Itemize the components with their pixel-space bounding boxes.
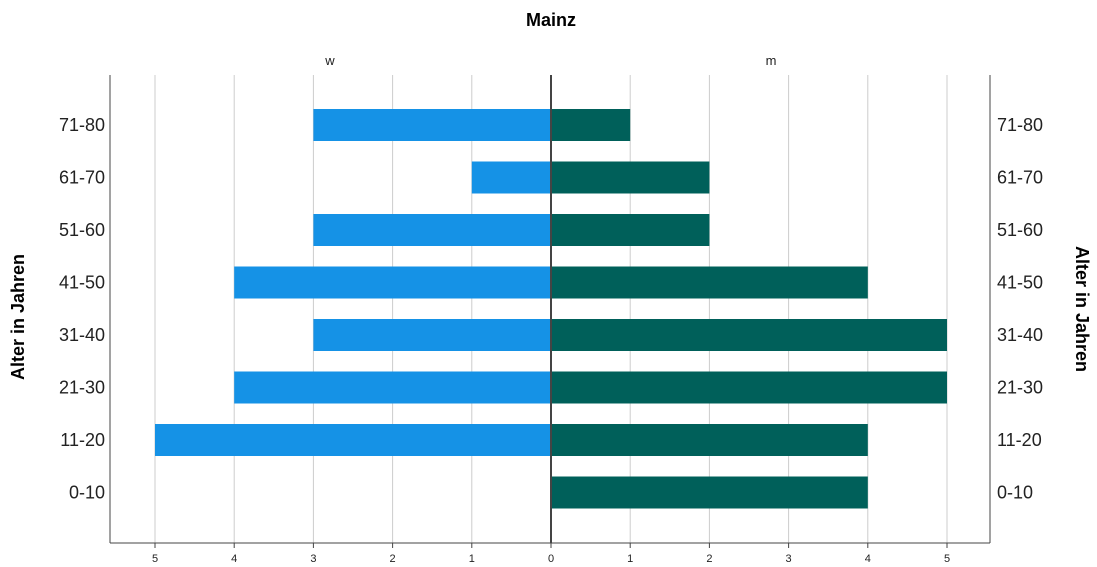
gridlines bbox=[154, 75, 948, 543]
x-tick-label: 2 bbox=[390, 553, 396, 565]
bar-w-71-80 bbox=[313, 109, 551, 141]
category-label-left: 61-70 bbox=[59, 168, 105, 188]
bar-w-31-40 bbox=[313, 319, 551, 351]
bar-w-11-20 bbox=[155, 424, 551, 456]
x-tick-label: 1 bbox=[469, 553, 475, 565]
bar-w-61-70 bbox=[471, 161, 551, 194]
x-tick-label: 4 bbox=[231, 553, 237, 565]
chart-title: Mainz bbox=[526, 10, 576, 30]
category-label-left: 0-10 bbox=[69, 483, 105, 503]
x-tick-label: 5 bbox=[152, 553, 158, 565]
category-label-left: 31-40 bbox=[59, 325, 105, 345]
panel-label-left: w bbox=[324, 53, 335, 68]
x-tick-label: 3 bbox=[786, 553, 792, 565]
category-label-right: 61-70 bbox=[997, 168, 1043, 188]
x-tick-label: 4 bbox=[865, 553, 871, 565]
category-label-right: 21-30 bbox=[997, 378, 1043, 398]
category-label-left: 41-50 bbox=[59, 273, 105, 293]
bar-m-11-20 bbox=[551, 424, 868, 456]
category-label-right: 0-10 bbox=[997, 483, 1033, 503]
bar-w-21-30 bbox=[234, 371, 551, 404]
bar-m-31-40 bbox=[551, 319, 947, 351]
category-label-left: 71-80 bbox=[59, 115, 105, 135]
frame bbox=[109, 75, 991, 548]
y-axis-title-right: Alter in Jahren bbox=[1072, 246, 1092, 372]
x-tick-label: 3 bbox=[310, 553, 316, 565]
panel-label-right: m bbox=[766, 53, 777, 68]
bar-m-41-50 bbox=[551, 266, 868, 299]
bar-m-51-60 bbox=[551, 214, 710, 246]
category-label-left: 21-30 bbox=[59, 378, 105, 398]
bar-m-21-30 bbox=[551, 371, 947, 404]
bar-m-61-70 bbox=[551, 161, 710, 194]
bar-m-0-10 bbox=[551, 476, 868, 509]
category-label-right: 11-20 bbox=[997, 430, 1042, 450]
x-tick-label: 0 bbox=[548, 553, 554, 565]
category-label-right: 41-50 bbox=[997, 273, 1043, 293]
category-label-left: 51-60 bbox=[59, 220, 105, 240]
bar-w-41-50 bbox=[234, 266, 551, 299]
category-label-left: 11-20 bbox=[60, 430, 105, 450]
category-label-right: 31-40 bbox=[997, 325, 1043, 345]
y-axis-title-left: Alter in Jahren bbox=[8, 254, 28, 380]
x-tick-label: 5 bbox=[944, 553, 950, 565]
category-label-right: 51-60 bbox=[997, 220, 1043, 240]
bar-w-51-60 bbox=[313, 214, 551, 246]
x-tick-label: 1 bbox=[627, 553, 633, 565]
bar-m-71-80 bbox=[551, 109, 631, 141]
x-tick-label: 2 bbox=[706, 553, 712, 565]
category-label-right: 71-80 bbox=[997, 115, 1043, 135]
bars bbox=[155, 109, 947, 509]
